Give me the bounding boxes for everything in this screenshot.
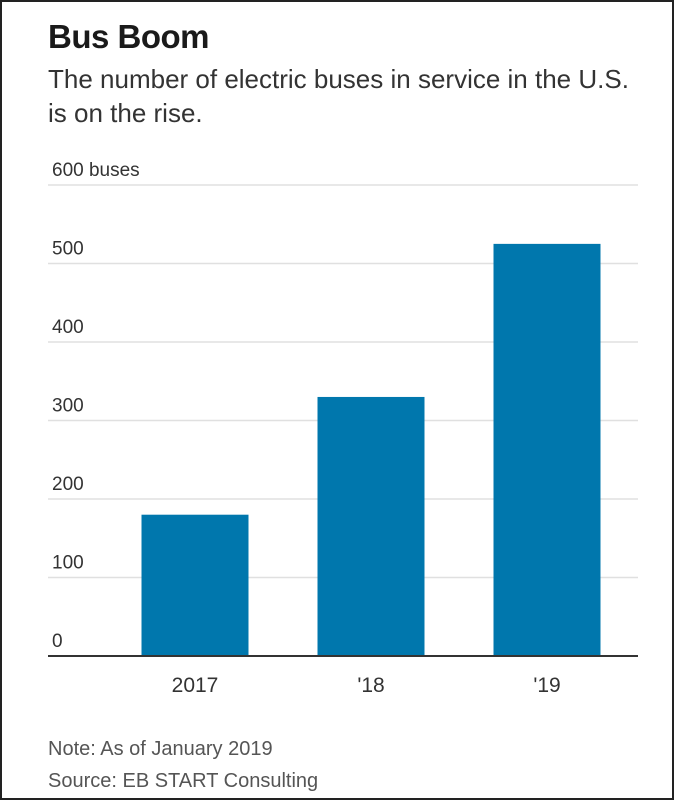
x-tick-label-1: '18 xyxy=(357,674,384,697)
chart-note: Note: As of January 2019 xyxy=(48,738,273,760)
bar-0 xyxy=(141,514,249,656)
x-tick-label-2: '19 xyxy=(533,674,560,697)
y-tick-label-300: 300 xyxy=(52,396,84,417)
bar-2 xyxy=(493,243,601,656)
y-tick-label-600: 600 buses xyxy=(52,160,140,181)
y-tick-label-500: 500 xyxy=(52,239,84,260)
bar-1 xyxy=(317,396,425,656)
y-tick-label-400: 400 xyxy=(52,317,84,338)
chart-subtitle: The number of electric buses in service … xyxy=(48,64,629,128)
bars xyxy=(141,243,601,656)
chart-title: Bus Boom xyxy=(48,18,210,55)
tick-labels: 0 100 200 300 400 500 600 buses 2017 '18 '19 xyxy=(52,160,561,697)
y-tick-label-100: 100 xyxy=(52,553,84,574)
x-tick-label-0: 2017 xyxy=(172,674,219,697)
y-tick-label-0: 0 xyxy=(52,631,63,652)
y-tick-label-200: 200 xyxy=(52,474,84,495)
chart-source: Source: EB START Consulting xyxy=(48,770,319,792)
